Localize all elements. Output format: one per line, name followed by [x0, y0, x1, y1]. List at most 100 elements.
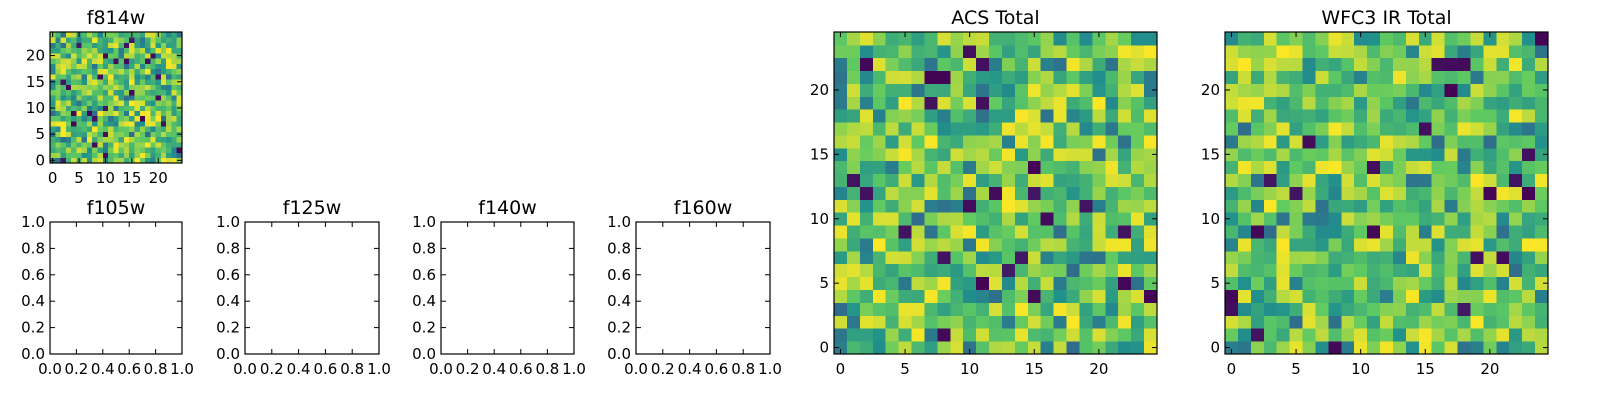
heatmap-cell	[885, 250, 899, 265]
heatmap-cell	[1457, 122, 1471, 136]
heatmap-cell	[937, 341, 951, 355]
heatmap-cell	[134, 100, 141, 106]
heatmap-cell	[1341, 212, 1355, 226]
heatmap-cell	[102, 126, 109, 132]
heatmap-cell	[1289, 263, 1303, 278]
heatmap-cell	[97, 47, 104, 54]
heatmap-cell	[911, 225, 925, 239]
heatmap-cell	[1444, 289, 1458, 303]
heatmap-cell	[55, 37, 61, 43]
heatmap-cell	[963, 96, 977, 110]
heatmap-cell	[102, 152, 109, 159]
heatmap-cell	[176, 37, 183, 43]
heatmap-cell	[1418, 250, 1433, 265]
heatmap-cell	[1444, 250, 1458, 265]
heatmap-cell	[859, 186, 874, 200]
heatmap-cell	[160, 105, 167, 111]
heatmap-cell	[989, 276, 1003, 290]
heatmap-cell	[1027, 212, 1042, 226]
heatmap-cell	[139, 126, 146, 132]
heatmap-cell	[86, 37, 93, 43]
heatmap-cell	[76, 94, 83, 101]
heatmap-cell	[1276, 302, 1290, 316]
heatmap-cell	[1470, 328, 1484, 342]
heatmap-cell	[129, 121, 135, 127]
heatmap-cell	[846, 263, 861, 278]
heatmap-cell	[1053, 238, 1067, 252]
heatmap-cell	[71, 131, 77, 138]
heatmap-cell	[1225, 83, 1239, 97]
heatmap-cell	[1315, 212, 1329, 226]
heatmap-cell	[1263, 341, 1278, 355]
heatmap-cell	[166, 152, 172, 159]
heatmap-cell	[139, 58, 146, 64]
heatmap-cell	[898, 147, 912, 162]
heatmap-cell	[166, 89, 172, 96]
heatmap-cell	[1276, 44, 1290, 59]
heatmap-cell	[118, 121, 125, 127]
heatmap-cell	[1470, 83, 1484, 97]
heatmap-cell	[1367, 212, 1381, 226]
heatmap-cell	[123, 157, 130, 164]
heatmap-cell	[129, 89, 135, 96]
heatmap-cell	[150, 110, 156, 117]
heatmap-cell	[1457, 135, 1471, 149]
heatmap-cell	[989, 109, 1003, 123]
heatmap-cell	[139, 32, 146, 38]
heatmap-cell	[139, 52, 146, 59]
heatmap-cell	[1289, 225, 1303, 239]
heatmap-cell	[97, 100, 104, 106]
heatmap-cell	[1380, 276, 1394, 290]
heatmap-cell	[129, 63, 135, 70]
heatmap-cell	[134, 105, 141, 111]
heatmap-cell	[102, 142, 109, 148]
heatmap-cell	[113, 52, 120, 59]
heatmap-cell	[118, 68, 125, 75]
heatmap-cell	[1392, 289, 1407, 303]
heatmap-cell	[859, 250, 874, 265]
heatmap-cell	[1522, 263, 1536, 278]
heatmap-cell	[55, 79, 61, 85]
heatmap-cell	[1250, 276, 1265, 290]
heatmap-cell	[1444, 212, 1458, 226]
heatmap-cell	[1027, 238, 1042, 252]
heatmap-cell	[145, 152, 151, 159]
heatmap-cell	[1444, 302, 1458, 316]
heatmap-cell	[134, 52, 141, 59]
heatmap-cell	[129, 110, 135, 117]
heatmap-cell	[1418, 83, 1433, 97]
heatmap-cell	[976, 160, 990, 175]
heatmap-cell	[1250, 199, 1265, 213]
heatmap-cell	[1315, 341, 1329, 355]
heatmap-cell	[950, 302, 964, 316]
heatmap-cell	[76, 147, 83, 153]
heatmap-cell	[1405, 276, 1420, 290]
heatmap-cell	[139, 152, 146, 159]
heatmap-cell	[1225, 57, 1239, 72]
heatmap-cell	[1483, 212, 1497, 226]
chart-title-wfc3-ir-total: WFC3 IR Total	[1321, 7, 1451, 29]
heatmap-cell	[145, 73, 151, 80]
heatmap-cell	[1053, 225, 1067, 239]
heatmap-cell	[911, 173, 925, 187]
heatmap-cell	[1496, 147, 1510, 162]
heatmap-cell	[1001, 225, 1016, 239]
heatmap-cell	[1276, 276, 1290, 290]
heatmap-cell	[171, 37, 178, 43]
heatmap-cell	[145, 131, 151, 138]
heatmap-cell	[1237, 315, 1252, 329]
heatmap-cell	[911, 32, 925, 46]
heatmap-cell	[1354, 238, 1368, 252]
heatmap-cell	[160, 47, 167, 54]
heatmap-cell	[950, 212, 964, 226]
heatmap-cell	[859, 83, 874, 97]
heatmap-cell	[1014, 83, 1029, 97]
heatmap-cell	[1380, 315, 1394, 329]
heatmap-cell	[924, 83, 938, 97]
heatmap-cell	[113, 89, 120, 96]
heatmap-cell	[885, 70, 899, 84]
heatmap-cell	[1418, 122, 1433, 136]
heatmap-cell	[1496, 212, 1510, 226]
heatmap-cell	[1392, 212, 1407, 226]
